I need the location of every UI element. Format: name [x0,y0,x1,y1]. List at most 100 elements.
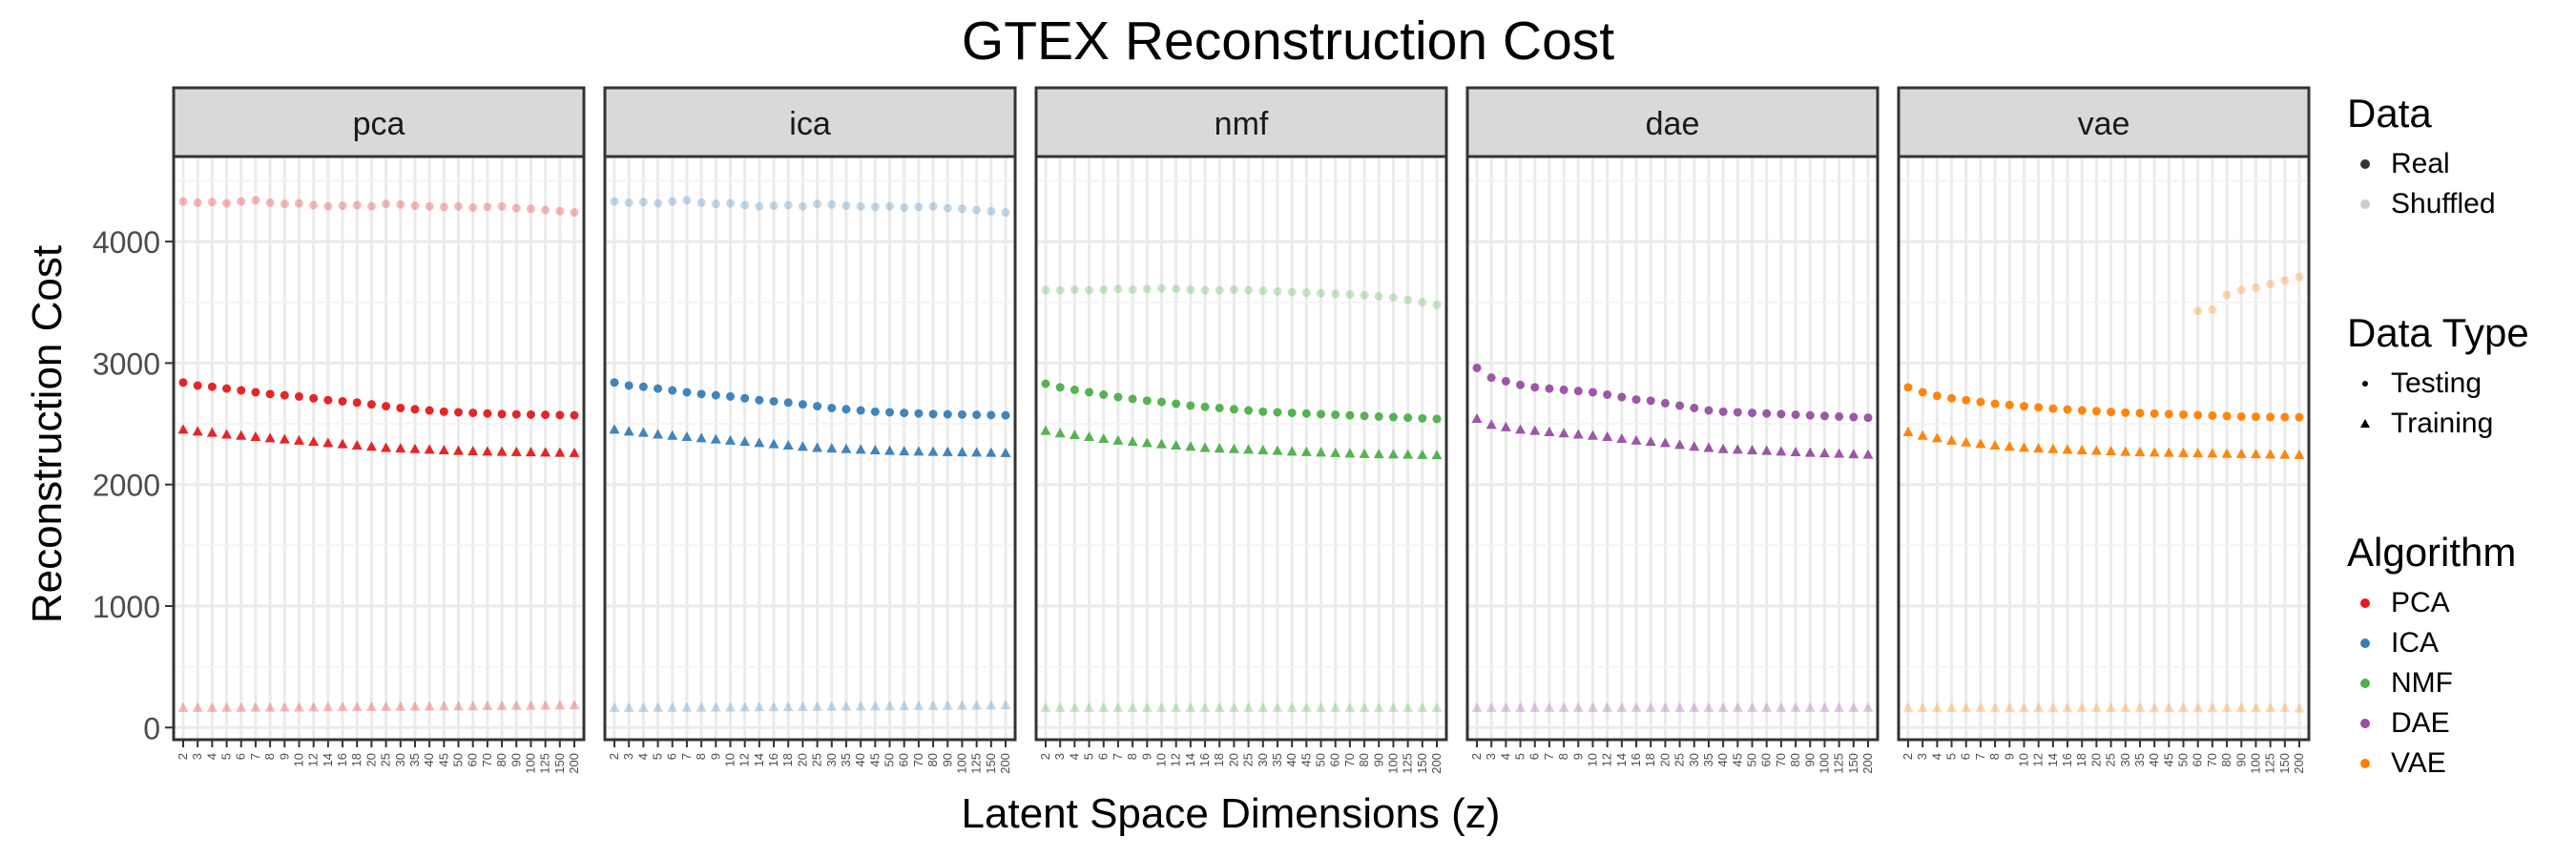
data-point-pca-training [250,702,261,712]
x-tick-label: 70 [2205,753,2219,766]
data-point-ica-testing [638,382,648,391]
data-point-dae-training [1616,432,1628,443]
data-point-dae-testing [1472,363,1482,372]
data-point-nmf-testing [1200,285,1210,295]
data-point-vae-training [2149,447,2160,457]
data-point-pca-testing [193,381,202,390]
x-tick-label: 16 [766,753,780,766]
data-point-vae-testing [2295,272,2304,282]
data-point-vae-training [2221,448,2233,458]
panel-background-dae [1467,157,1878,740]
y-tick-label: 4000 [93,225,160,260]
legend-testing-dot-icon [2347,364,2383,404]
data-point-dae-training [1732,702,1743,712]
facet-label-ica: ica [789,106,831,142]
data-point-vae-training [2004,441,2015,451]
data-point-dae-testing [1849,412,1859,422]
data-point-dae-training [1703,442,1714,452]
data-point-nmf-training [1387,449,1399,459]
data-point-ica-training [913,700,924,710]
data-point-vae-training [2018,442,2029,452]
data-point-ica-testing [987,410,996,420]
data-point-ica-testing [914,202,924,212]
data-point-nmf-testing [1142,284,1152,294]
data-point-ica-testing [972,205,982,215]
legend-training-triangle-icon [2347,404,2383,444]
data-point-dae-testing [1545,384,1554,393]
data-point-ica-testing [682,196,692,205]
data-point-nmf-testing [1345,410,1355,420]
data-point-vae-training [2265,449,2276,459]
x-tick-label: 18 [2074,753,2088,766]
x-tick-label: 9 [1570,753,1585,760]
data-point-ica-training [971,447,983,457]
data-point-ica-training [927,700,939,710]
data-point-dae-training [1848,702,1859,712]
x-tick-label: 10 [722,753,737,766]
x-tick-label: 125 [1832,753,1846,774]
data-point-nmf-testing [1301,409,1311,418]
data-point-dae-training [1659,702,1671,712]
data-point-vae-testing [2005,400,2014,409]
data-point-dae-training [1485,702,1497,712]
x-tick-label: 30 [824,753,839,766]
data-point-vae-testing [2179,409,2189,419]
legend-nmf-dot-icon [2347,663,2383,703]
x-tick-label: 150 [2277,753,2292,774]
data-point-pca-testing [526,204,535,214]
data-point-pca-training [365,441,377,451]
data-point-vae-training [2178,447,2190,457]
data-point-pca-training [496,700,508,710]
data-point-ica-training [956,700,967,710]
data-point-nmf-testing [1374,411,1383,421]
data-point-ica-testing [624,198,634,207]
data-point-pca-testing [323,201,333,211]
data-point-nmf-training [1286,446,1298,456]
data-point-pca-testing [439,202,448,212]
data-point-vae-training [2149,702,2160,712]
x-tick-label: 18 [349,753,364,766]
data-point-nmf-training [1171,702,1182,712]
x-tick-label: 6 [665,753,679,760]
data-point-pca-testing [193,198,202,207]
y-tick-label: 2000 [93,469,160,503]
data-point-pca-testing [178,378,188,388]
data-point-dae-testing [1805,410,1815,420]
data-point-ica-training [899,701,910,711]
data-point-vae-testing [1990,399,2000,409]
data-point-vae-testing [1947,393,1957,403]
data-point-nmf-testing [1099,284,1109,294]
data-point-nmf-training [1243,702,1255,712]
data-point-pca-training [264,432,276,443]
data-point-pca-testing [265,198,275,207]
data-point-ica-training [637,702,649,712]
data-point-dae-training [1834,702,1845,712]
data-point-pca-testing [265,389,275,399]
data-point-dae-training [1747,702,1758,712]
data-point-ica-training [782,439,794,450]
data-point-dae-testing [1516,380,1526,389]
data-point-pca-training [381,701,392,711]
data-point-vae-testing [1903,383,1913,392]
data-point-pca-testing [237,197,246,206]
data-point-ica-training [986,700,997,710]
data-point-pca-training [554,700,566,710]
data-point-ica-training [681,702,693,712]
data-point-nmf-training [1098,432,1110,443]
data-point-dae-training [1616,702,1628,712]
data-point-dae-training [1500,421,1511,431]
legend-label-dae: DAE [2391,707,2450,739]
data-point-nmf-testing [1113,392,1123,402]
x-tick-label: 30 [1256,753,1270,766]
data-point-dae-training [1558,428,1569,438]
x-tick-label: 4 [1067,753,1081,760]
x-tick-label: 90 [2233,753,2248,766]
data-point-dae-testing [1690,403,1699,412]
legend-label-testing: Testing [2391,367,2483,399]
facet-strip-dae [1465,86,1880,158]
data-point-ica-testing [769,201,779,211]
x-axis-title: Latent Space Dimensions (z) [961,790,1501,837]
legend-item-shuffled: Shuffled [2347,184,2496,224]
data-point-dae-testing [1835,411,1844,421]
x-tick-label: 2 [1038,753,1052,760]
